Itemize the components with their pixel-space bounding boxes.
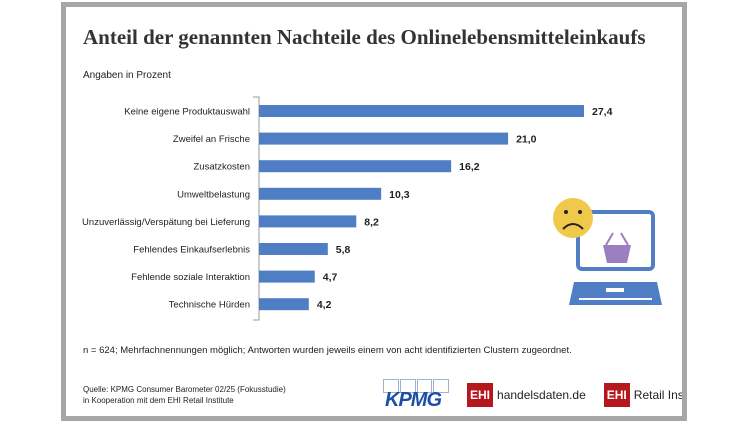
logo-row: KPMG EHI handelsdaten.de EHI Retail Inst… [383, 379, 682, 411]
laptop-sad-face-icon [553, 198, 662, 305]
chart-subtitle: Angaben in Prozent [83, 70, 171, 81]
bar [259, 187, 382, 200]
value-label: 8,2 [364, 216, 379, 228]
bar-chart: Keine eigene Produktauswahl 27,4 Zweifel a… [82, 96, 662, 321]
source-line-2: in Kooperation mit dem EHI Retail Instit… [83, 396, 234, 405]
value-label: 16,2 [459, 161, 480, 173]
bar [259, 215, 357, 228]
category-label: Umweltbelastung [177, 189, 250, 200]
ehi-retail-institute-logo: EHI Retail Institute® [603, 383, 682, 407]
category-label: Fehlendes Einkaufserlebnis [133, 245, 250, 256]
value-label: 5,8 [336, 244, 351, 256]
category-label: Fehlende soziale Interaktion [131, 272, 250, 283]
bar [259, 298, 309, 311]
source: Quelle: KPMG Consumer Barometer 02/25 (F… [83, 384, 286, 406]
category-label: Technische Hürden [169, 300, 250, 311]
value-label: 10,3 [389, 189, 410, 201]
kpmg-logo: KPMG [383, 379, 449, 411]
category-label: Unzuverlässig/Verspätung bei Lieferung [82, 217, 250, 228]
category-label: Zweifel an Frische [173, 134, 250, 145]
bar [259, 160, 452, 173]
value-label: 4,2 [317, 299, 332, 311]
footnote: n = 624; Mehrfachnennungen möglich; Antw… [83, 345, 572, 356]
infographic-frame: Anteil der genannten Nachteile des Onlin… [61, 2, 687, 421]
category-label: Keine eigene Produktauswahl [124, 107, 250, 118]
category-label: Zusatzkosten [194, 162, 251, 173]
y-axis [253, 96, 260, 321]
bar [259, 132, 509, 145]
value-label: 27,4 [592, 106, 613, 118]
value-label: 21,0 [516, 134, 537, 146]
bar [259, 243, 328, 255]
bar [259, 105, 584, 117]
source-line-1: Quelle: KPMG Consumer Barometer 02/25 (F… [83, 385, 286, 394]
bar [259, 270, 315, 283]
handelsdaten-logo: EHI handelsdaten.de [467, 383, 586, 407]
chart-title: Anteil der genannten Nachteile des Onlin… [83, 25, 646, 49]
value-label: 4,7 [323, 272, 338, 284]
